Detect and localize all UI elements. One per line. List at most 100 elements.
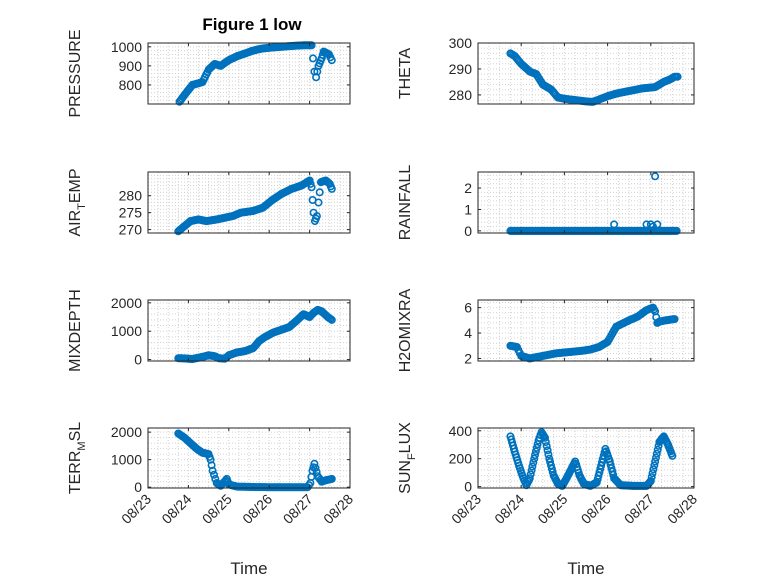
data-point xyxy=(307,183,316,192)
x-tick-label: 08/24 xyxy=(158,491,194,527)
axes-frame xyxy=(147,299,351,362)
axes-frame xyxy=(147,171,351,234)
y-axis-label: PRESSURE xyxy=(67,29,84,117)
x-tick-label: 08/27 xyxy=(621,491,657,527)
data-point xyxy=(528,462,537,471)
y-tick-label: 275 xyxy=(119,205,143,221)
data-point xyxy=(653,220,662,229)
series-mixdepth xyxy=(174,305,336,363)
data-point xyxy=(646,476,655,485)
data-point xyxy=(327,315,336,324)
axes-frame xyxy=(147,42,351,105)
y-tick-label: 0 xyxy=(134,479,142,495)
data-point xyxy=(651,453,660,462)
series-h2omixra xyxy=(506,303,679,363)
y-tick-label: 280 xyxy=(119,188,143,204)
y-tick-label: 2 xyxy=(464,180,472,196)
data-point xyxy=(541,437,550,446)
data-point xyxy=(315,188,324,197)
y-tick-label: 6 xyxy=(464,300,472,316)
data-point xyxy=(317,54,326,63)
y-axis-label: AIRTEMP xyxy=(67,168,88,236)
data-point xyxy=(543,446,552,455)
data-point xyxy=(208,466,217,475)
series-rainfall xyxy=(506,172,681,235)
data-point xyxy=(648,469,657,478)
x-tick-label: 08/25 xyxy=(199,491,235,527)
y-tick-label: 280 xyxy=(449,87,473,103)
data-point xyxy=(327,184,336,193)
y-tick-label: 0 xyxy=(464,223,472,239)
x-tick-label: 08/23 xyxy=(448,491,484,527)
subplot-h2omixra: 2 4 6 H2OMIXRA xyxy=(397,288,695,372)
y-tick-label: 400 xyxy=(449,423,473,439)
axes-frame xyxy=(477,427,695,489)
y-axis-label: H2OMIXRA xyxy=(397,288,414,372)
subplot-rainfall: 0 1 2 RAINFALL xyxy=(397,165,695,241)
y-tick-label: 1000 xyxy=(111,39,142,55)
data-point xyxy=(327,474,336,483)
y-tick-label: 1 xyxy=(464,201,472,217)
data-point xyxy=(648,222,657,231)
data-point xyxy=(672,226,681,235)
x-tick-label: 08/27 xyxy=(280,491,316,527)
series-sun_flux xyxy=(506,428,677,490)
figure-title: Figure 1 low xyxy=(202,15,302,34)
grid-lines xyxy=(477,172,695,233)
data-point xyxy=(305,176,314,185)
data-point xyxy=(314,198,323,207)
axes-frame xyxy=(147,427,351,489)
data-point xyxy=(544,450,553,459)
x-tick-label: 08/24 xyxy=(491,491,527,527)
x-axis-label: Time xyxy=(230,559,267,578)
x-tick-label: 08/26 xyxy=(578,491,614,527)
series-air_temp xyxy=(174,176,336,236)
data-point xyxy=(651,172,660,181)
data-point xyxy=(673,72,682,81)
data-point xyxy=(327,56,336,65)
data-point xyxy=(312,212,321,221)
y-tick-label: 0 xyxy=(464,479,472,495)
data-point xyxy=(531,447,540,456)
subplot-theta: 280 290 300 THETA xyxy=(397,35,695,106)
data-point xyxy=(311,463,320,472)
data-point xyxy=(210,470,219,479)
data-point xyxy=(650,461,659,470)
data-point xyxy=(529,458,538,467)
subplot-sun_flux: 0 200 400 08/23 08/24 08/25 08/26 08/27 08/28 SUN… xyxy=(397,422,700,578)
y-axis-label: SUNFLUX xyxy=(397,422,418,494)
x-tick-label: 08/23 xyxy=(118,491,154,527)
subplot-mixdepth: 0 1000 2000 MIXDEPTH xyxy=(67,289,351,372)
y-tick-label: 2000 xyxy=(111,295,142,311)
subplot-pressure: 800 900 1000 PRESSURE xyxy=(67,29,351,118)
subplot-terr_msl: 0 1000 2000 08/23 08/24 08/25 08/26 08/27 08/28 T… xyxy=(67,422,356,578)
y-axis-label: TERRMSL xyxy=(67,422,88,494)
y-tick-label: 800 xyxy=(119,77,143,93)
y-axis-label: MIXDEPTH xyxy=(67,289,84,372)
x-tick-label: 08/28 xyxy=(664,491,700,527)
y-tick-label: 200 xyxy=(449,451,473,467)
data-point xyxy=(308,54,317,63)
y-tick-label: 270 xyxy=(119,222,143,238)
data-point xyxy=(652,449,661,458)
data-point xyxy=(651,457,660,466)
x-tick-label: 08/26 xyxy=(239,491,275,527)
y-axis-label: RAINFALL xyxy=(397,165,414,241)
y-tick-label: 900 xyxy=(119,58,143,74)
x-tick-label: 08/25 xyxy=(534,491,570,527)
data-point xyxy=(530,454,539,463)
y-tick-label: 2000 xyxy=(111,424,142,440)
data-point xyxy=(610,220,619,229)
data-point xyxy=(542,442,551,451)
y-tick-label: 2 xyxy=(464,350,472,366)
series-terr_msl xyxy=(174,429,336,492)
y-tick-label: 300 xyxy=(449,35,473,51)
data-point xyxy=(540,433,549,442)
data-point xyxy=(653,445,662,454)
data-point xyxy=(527,466,536,475)
data-point xyxy=(307,41,316,50)
y-tick-label: 1000 xyxy=(111,323,142,339)
